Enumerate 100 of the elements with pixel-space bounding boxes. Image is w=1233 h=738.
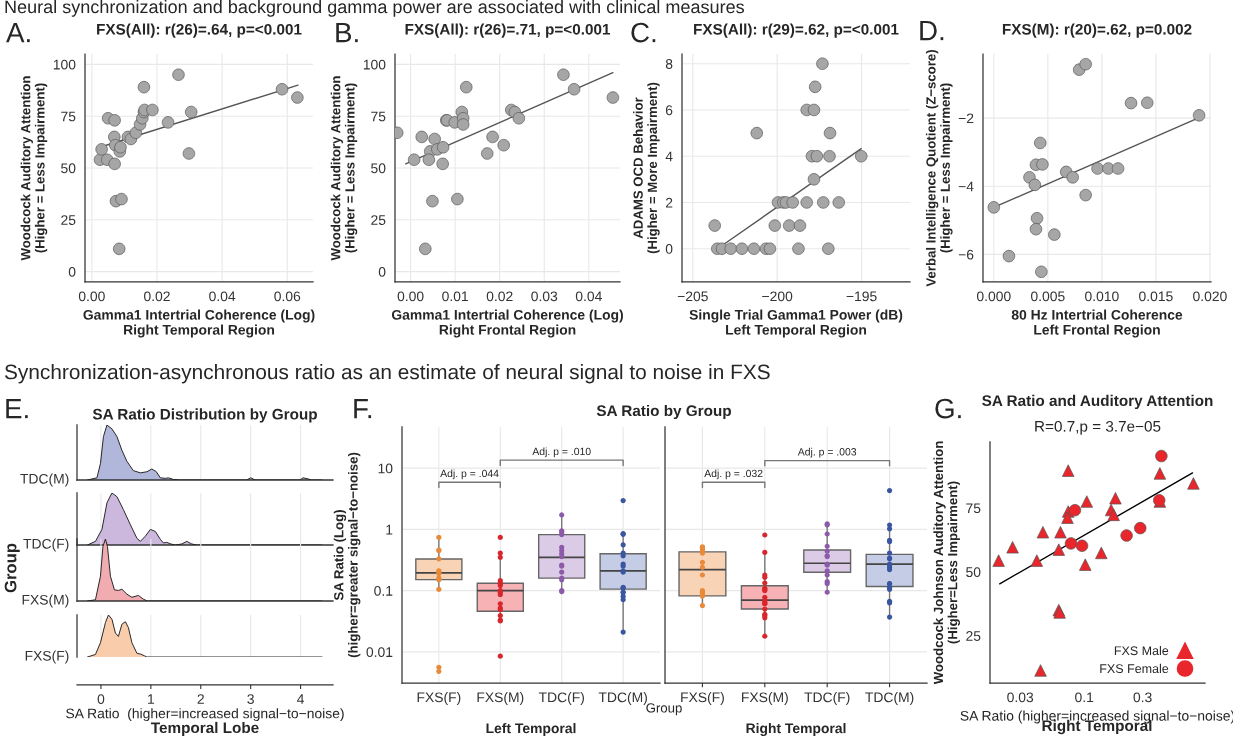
chart-title: FXS(M): r(20)=.62, p=0.002: [1002, 23, 1192, 38]
chart-title: FXS(All): r(26)=.71, p=<0.001: [405, 23, 611, 38]
y-axis-title: Woodcock Auditory Attention (Higher = Less Impairment): [20, 76, 48, 261]
y-tick-label: 75: [61, 111, 76, 122]
y-tick-label: 100: [363, 59, 386, 70]
y-axis-title: TDC(F): [23, 538, 69, 552]
text: A.: [6, 23, 30, 43]
legend-label: FXS Male: [1114, 645, 1169, 656]
annotation: Adj. p = .010: [532, 447, 591, 458]
y-axis-title: FXS(F): [25, 650, 69, 664]
text: Synchronization-asynchronous ratio as an estimate of neural signal to noise in FXS: [4, 364, 770, 384]
x-tick-label: 0.01: [442, 291, 468, 302]
x-axis-title: Right Temporal: [746, 723, 846, 737]
chart-title: FXS(All): r(29)=.62, p=<0.001: [694, 23, 899, 38]
y-tick-label: 8: [665, 59, 673, 69]
x-tick-label: TDC(F): [804, 692, 850, 705]
x-tick-label: 0.00: [78, 291, 105, 302]
x-tick-label: 2: [197, 694, 204, 704]
x-tick-label: 0: [97, 694, 105, 705]
y-axis-title: SA Ratio (Log) (higher=greater signal−to−noise): [333, 452, 361, 658]
x-tick-label: 0.015: [1139, 291, 1173, 302]
y-tick-label: 25: [966, 631, 981, 641]
y-tick-label: 50: [371, 163, 386, 174]
text: D.: [920, 21, 944, 41]
y-tick-label: 75: [371, 111, 386, 122]
y-axis-title: TDC(M): [20, 473, 69, 487]
x-tick-label: 0.02: [486, 291, 513, 302]
x-tick-label: −205: [677, 291, 708, 302]
legend-label: FXS Female: [1100, 663, 1169, 674]
y-tick-label: 75: [966, 503, 981, 514]
x-axis-title: Gamma1 Intertrial Coherence (Log) Right Frontal Region: [391, 309, 623, 338]
text: G.: [935, 398, 961, 419]
x-tick-label: 0.02: [144, 291, 170, 302]
x-axis-title: SA Ratio (higher=increased signal−to−noise): [66, 708, 344, 722]
annotation: Adj. p = .003: [797, 447, 857, 458]
y-tick-label: 1: [386, 524, 393, 535]
x-tick-label: 0.03: [531, 291, 558, 302]
x-tick-label: FXS(F): [417, 692, 461, 705]
x-tick-label: TDC(F): [538, 692, 584, 705]
y-axis-title: ADAMS OCD Behavior (Higher = More Impairment): [633, 82, 660, 254]
text: B.: [336, 23, 358, 43]
x-tick-label: 0.3: [1133, 692, 1152, 703]
y-tick-label: 4: [665, 151, 673, 162]
text: Group: [646, 703, 682, 716]
x-axis-title: Left Temporal: [486, 723, 576, 736]
y-tick-label: 6: [665, 105, 673, 116]
x-tick-label: −195: [846, 291, 877, 302]
text: C.: [631, 22, 656, 43]
chart-title: SA Ratio by Group: [596, 404, 731, 420]
text: Neural synchronization and background gamma power are associated with clinical measures: [5, 0, 745, 17]
x-tick-label: 0.010: [1085, 291, 1119, 302]
y-tick-label: 50: [61, 163, 76, 174]
chart-title: SA Ratio Distribution by Group: [92, 408, 317, 423]
y-tick-label: 2: [665, 197, 673, 208]
x-tick-label: 0.06: [274, 291, 301, 302]
x-tick-label: 0.020: [1193, 291, 1227, 302]
y-tick-label: 25: [371, 215, 386, 225]
y-tick-label: 0: [68, 266, 76, 277]
x-tick-label: 1: [148, 694, 155, 704]
chart-title: FXS(All): r(26)=.64, p=<0.001: [97, 23, 302, 38]
y-axis-title: Woodcock Auditory Attention (Higher = Less Impairment): [330, 76, 358, 261]
y-tick-label: 10: [378, 463, 393, 474]
y-axis-title: Verbal Intelligence Quotient (Z−score) (Higher = Less Impairment): [925, 50, 953, 287]
y-tick-label: −6: [958, 249, 974, 260]
text: F.: [354, 399, 372, 419]
x-tick-label: FXS(M): [477, 692, 524, 705]
text: Temporal Lobe: [150, 721, 259, 737]
x-tick-label: −200: [762, 291, 793, 302]
text: Group: [4, 543, 20, 593]
y-tick-label: −2: [958, 113, 974, 124]
x-tick-label: 0.005: [1031, 291, 1065, 302]
y-tick-label: 100: [53, 59, 76, 70]
annotation: Adj. p = .044: [440, 469, 499, 480]
y-tick-label: −4: [958, 181, 974, 192]
chart-title: SA Ratio and Auditory Attention: [982, 394, 1213, 410]
y-axis-title: Woodcock Johnson Auditory Attention (Higher=Less Impairment): [933, 441, 960, 685]
y-tick-label: 0: [665, 244, 673, 254]
x-tick-label: TDC(M): [865, 692, 914, 705]
annotation: Adj. p = .032: [704, 469, 763, 480]
y-tick-label: 0.01: [366, 647, 393, 658]
y-tick-label: 0: [378, 266, 386, 277]
x-tick-label: 3: [247, 694, 254, 705]
x-tick-label: 0.03: [1007, 692, 1034, 703]
x-axis-title: 80 Hz Intertrial Coherence Left Frontal Region: [1011, 309, 1183, 338]
x-axis-title: Gamma1 Intertrial Coherence (Log) Right Temporal Region: [83, 309, 315, 338]
x-tick-label: 0.00: [397, 291, 424, 302]
x-tick-label: 4: [297, 694, 305, 704]
x-tick-label: FXS(F): [681, 692, 724, 705]
x-axis-title: Single Trial Gamma1 Power (dB) Left Temporal Region: [689, 309, 903, 338]
y-tick-label: 0.1: [374, 585, 393, 596]
text: E.: [6, 399, 28, 419]
y-tick-label: 50: [966, 567, 981, 577]
chart-subtitle: R=0.7,p = 3.7e−05: [1035, 420, 1161, 435]
x-tick-label: 0.04: [209, 291, 236, 302]
x-tick-label: 0.04: [575, 291, 602, 302]
x-tick-label: 0.1: [1075, 692, 1094, 703]
y-axis-title: FXS(M): [22, 594, 69, 608]
x-tick-label: TDC(M): [598, 692, 647, 705]
x-tick-label: 0.000: [976, 291, 1011, 302]
y-tick-label: 25: [61, 215, 76, 225]
